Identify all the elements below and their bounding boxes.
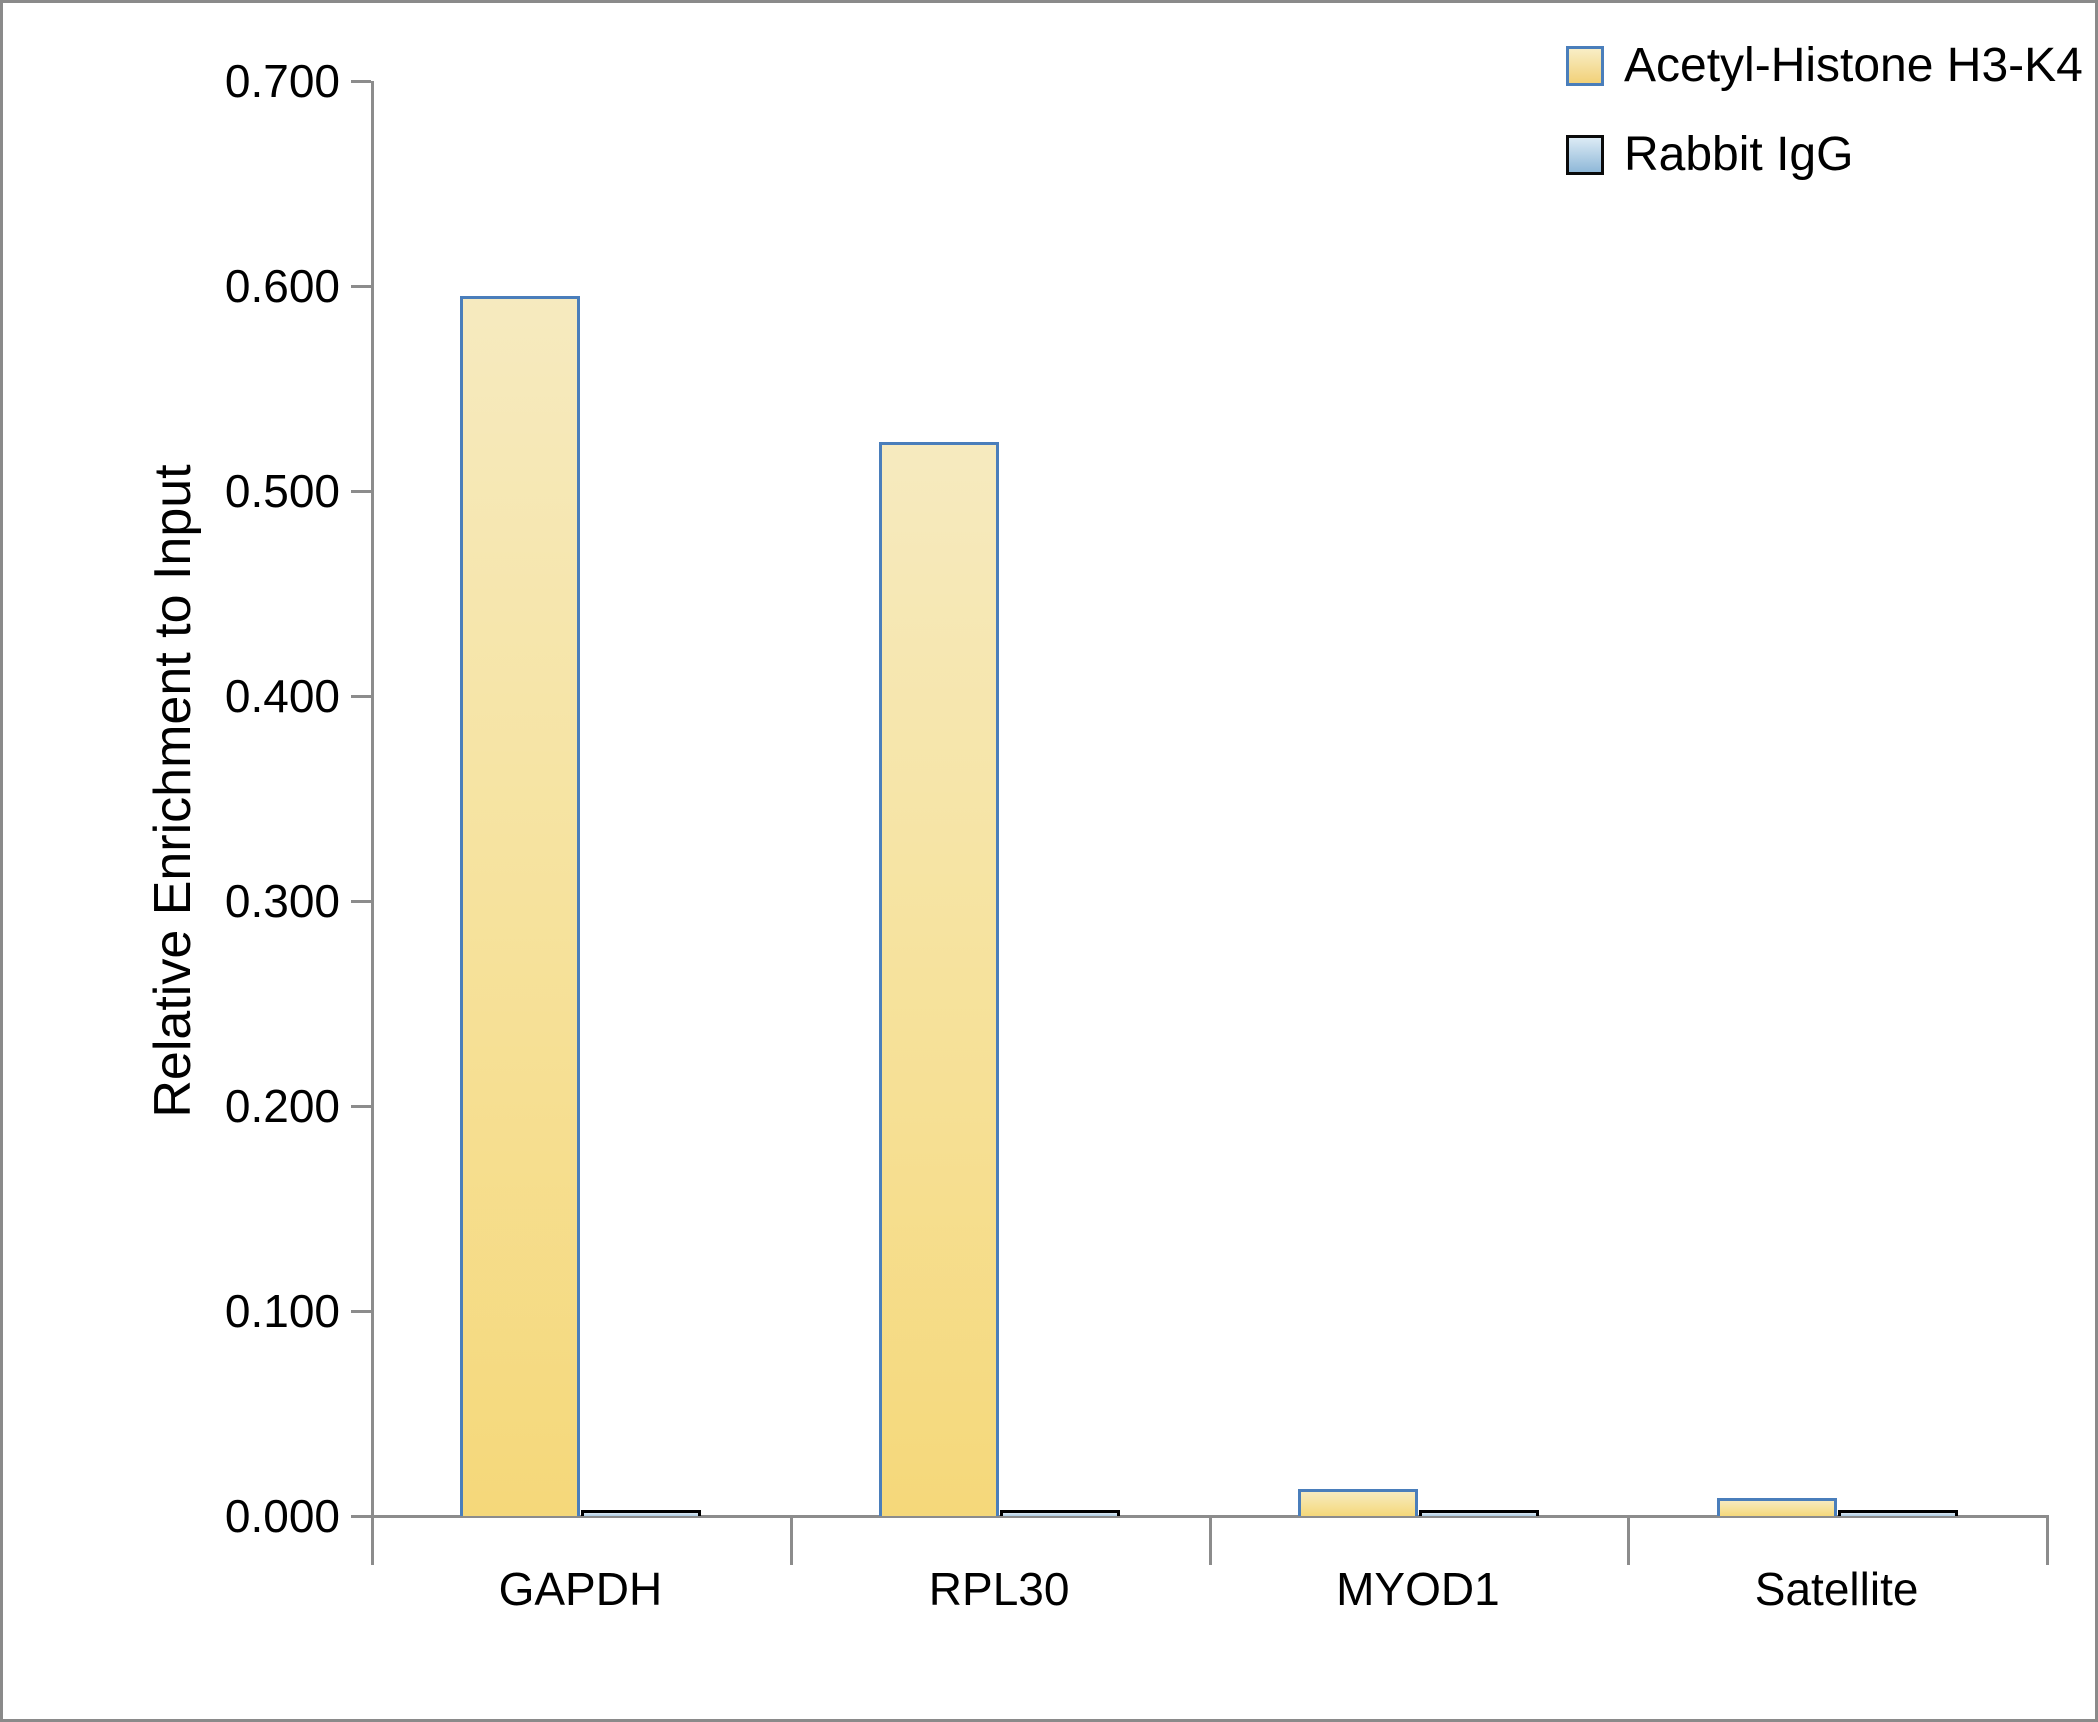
category-label: MYOD1 [1336, 1563, 1500, 1615]
y-tick-label: 0.200 [224, 1080, 340, 1132]
x-axis-tick [789, 1515, 793, 1565]
bar-rabbit-igg [1000, 1510, 1121, 1516]
y-tick-label: 0.600 [224, 260, 340, 312]
category-label: RPL30 [928, 1563, 1070, 1615]
bar-acetyl-histone-h3-k4 [879, 442, 1000, 1516]
bar-rabbit-igg [1418, 1510, 1539, 1516]
bar-rabbit-igg [581, 1510, 702, 1516]
y-axis-tick [351, 1104, 371, 1108]
legend-item: Acetyl-Histone H3-K4 [1566, 38, 2083, 93]
category-label: GAPDH [498, 1563, 663, 1615]
legend-label: Acetyl-Histone H3-K4 [1624, 39, 2083, 92]
bar-rabbit-igg [1837, 1510, 1958, 1516]
y-axis-tick [351, 1309, 371, 1313]
y-axis-tick [351, 284, 371, 288]
y-axis-tick [351, 489, 371, 493]
y-axis-tick [351, 694, 371, 698]
bar-acetyl-histone-h3-k4 [460, 296, 581, 1516]
x-axis-tick [1208, 1515, 1212, 1565]
legend-swatch-icon [1566, 45, 1604, 86]
y-axis-tick [351, 1514, 371, 1518]
bar-acetyl-histone-h3-k4 [1297, 1489, 1418, 1516]
y-tick-label: 0.300 [224, 875, 340, 927]
y-tick-label: 0.000 [224, 1490, 340, 1542]
legend: Acetyl-Histone H3-K4 Rabbit IgG [1566, 38, 2083, 182]
x-axis-tick [371, 1515, 374, 1565]
y-tick-label: 0.400 [224, 670, 340, 722]
y-axis-tick [351, 899, 371, 903]
legend-label: Rabbit IgG [1624, 128, 1854, 181]
legend-item: Rabbit IgG [1566, 127, 2083, 182]
y-axis-tick [351, 79, 371, 83]
y-axis-title: Relative Enrichment to Input [144, 464, 202, 1118]
y-tick-label: 0.700 [224, 55, 340, 107]
x-axis-tick [2046, 1515, 2049, 1565]
bar-acetyl-histone-h3-k4 [1716, 1498, 1837, 1516]
y-tick-label: 0.100 [224, 1285, 340, 1337]
legend-swatch-icon [1566, 134, 1604, 175]
y-axis-line [371, 81, 374, 1516]
category-label: Satellite [1754, 1563, 1919, 1615]
x-axis-tick [1627, 1515, 1631, 1565]
y-tick-label: 0.500 [224, 465, 340, 517]
